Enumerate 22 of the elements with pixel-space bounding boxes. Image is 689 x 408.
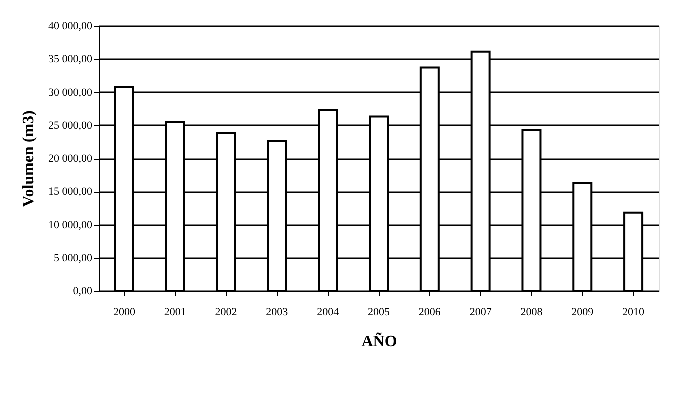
x-tick-label: 2005 (368, 306, 390, 318)
x-tick-label: 2010 (622, 306, 646, 318)
y-tick-label: 20 000,00 (48, 153, 93, 165)
y-tick-label: 5 000,00 (54, 252, 93, 264)
y-tick-label: 15 000,00 (48, 186, 93, 198)
y-tick-label: 35 000,00 (48, 54, 93, 66)
x-tick-label: 2003 (266, 306, 289, 318)
y-axis-title: Volumen (m3) (20, 110, 38, 208)
x-tick-label: 2002 (215, 306, 238, 318)
y-tick-label: 10 000,00 (48, 219, 93, 232)
x-axis-title: AÑO (362, 332, 398, 350)
x-tick-label: 2008 (520, 306, 544, 318)
y-tick-label: 40 000,00 (48, 20, 93, 32)
x-tick-label: 2006 (418, 306, 442, 318)
x-tick-label: 2000 (113, 306, 136, 318)
x-tick-label: 2009 (572, 306, 594, 318)
y-tick-label: 0,00 (73, 286, 93, 298)
x-tick-label: 2001 (164, 306, 186, 318)
x-tick-label: 2004 (317, 306, 340, 318)
x-tick-label: 2007 (470, 306, 492, 318)
y-tick-label: 30 000,00 (48, 86, 93, 99)
y-tick-label: 25 000,00 (48, 120, 93, 132)
